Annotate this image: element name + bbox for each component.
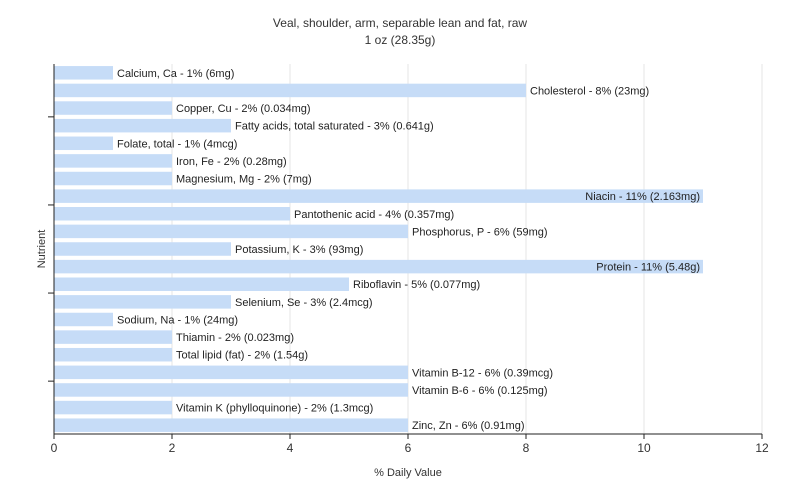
bar-label-4: Folate, total - 1% (4mcg) bbox=[117, 138, 237, 150]
bar-1 bbox=[54, 83, 526, 98]
bar-19 bbox=[54, 400, 172, 415]
bar-label-7: Niacin - 11% (2.163mg) bbox=[585, 191, 700, 203]
bar-6 bbox=[54, 171, 172, 186]
bar-9 bbox=[54, 224, 408, 239]
chart-title: Veal, shoulder, arm, separable lean and … bbox=[273, 16, 527, 30]
x-axis-title: % Daily Value bbox=[374, 467, 442, 479]
bar-label-17: Vitamin B-12 - 6% (0.39mcg) bbox=[412, 367, 553, 379]
y-axis-title: Nutrient bbox=[36, 230, 48, 269]
bar-label-13: Selenium, Se - 3% (2.4mcg) bbox=[235, 297, 373, 309]
x-tick-label-2: 4 bbox=[287, 441, 294, 455]
x-tick-label-0: 0 bbox=[51, 441, 58, 455]
bar-label-19: Vitamin K (phylloquinone) - 2% (1.3mcg) bbox=[176, 403, 373, 415]
bar-3 bbox=[54, 118, 231, 133]
bar-15 bbox=[54, 330, 172, 344]
bars: Calcium, Ca - 1% (6mg) Cholesterol - 8% (… bbox=[54, 66, 703, 432]
x-tick-label-5: 10 bbox=[637, 441, 651, 455]
bar-label-20: Zinc, Zn - 6% (0.91mg) bbox=[412, 420, 524, 432]
bar-14 bbox=[54, 312, 113, 327]
bar-label-12: Riboflavin - 5% (0.077mg) bbox=[353, 279, 480, 291]
bar-label-11: Protein - 11% (5.48g) bbox=[596, 262, 700, 274]
bar-17 bbox=[54, 365, 408, 380]
axes: 0 2 4 6 8 10 12 bbox=[48, 64, 769, 455]
chart-subtitle: 1 oz (28.35g) bbox=[365, 33, 436, 47]
bar-4 bbox=[54, 136, 113, 151]
bar-20 bbox=[54, 418, 408, 432]
x-tick-label-3: 6 bbox=[405, 441, 412, 455]
bar-12 bbox=[54, 277, 349, 291]
bar-7 bbox=[54, 189, 703, 203]
bar-label-18: Vitamin B-6 - 6% (0.125mg) bbox=[412, 385, 548, 397]
x-tick-label-1: 2 bbox=[169, 441, 176, 455]
bar-2 bbox=[54, 101, 172, 115]
bar-label-10: Potassium, K - 3% (93mg) bbox=[235, 244, 363, 256]
bar-label-9: Phosphorus, P - 6% (59mg) bbox=[412, 226, 548, 238]
bar-label-6: Magnesium, Mg - 2% (7mg) bbox=[176, 174, 312, 186]
bar-8 bbox=[54, 207, 290, 221]
bar-16 bbox=[54, 347, 172, 362]
bar-label-14: Sodium, Na - 1% (24mg) bbox=[117, 314, 238, 326]
bar-label-1: Cholesterol - 8% (23mg) bbox=[530, 85, 649, 97]
bar-label-16: Total lipid (fat) - 2% (1.54g) bbox=[176, 350, 308, 362]
bar-5 bbox=[54, 154, 172, 168]
bar-label-0: Calcium, Ca - 1% (6mg) bbox=[117, 68, 234, 80]
bar-label-8: Pantothenic acid - 4% (0.357mg) bbox=[294, 209, 454, 221]
bar-0 bbox=[54, 66, 113, 80]
x-tick-label-4: 8 bbox=[523, 441, 530, 455]
x-tick-label-6: 12 bbox=[755, 441, 769, 455]
bar-label-5: Iron, Fe - 2% (0.28mg) bbox=[176, 156, 287, 168]
bar-label-2: Copper, Cu - 2% (0.034mg) bbox=[176, 103, 311, 115]
bar-label-15: Thiamin - 2% (0.023mg) bbox=[176, 332, 294, 344]
bar-11 bbox=[54, 259, 703, 274]
bar-10 bbox=[54, 242, 231, 256]
bar-18 bbox=[54, 383, 408, 397]
bar-13 bbox=[54, 295, 231, 309]
bar-label-3: Fatty acids, total saturated - 3% (0.641… bbox=[235, 121, 434, 133]
